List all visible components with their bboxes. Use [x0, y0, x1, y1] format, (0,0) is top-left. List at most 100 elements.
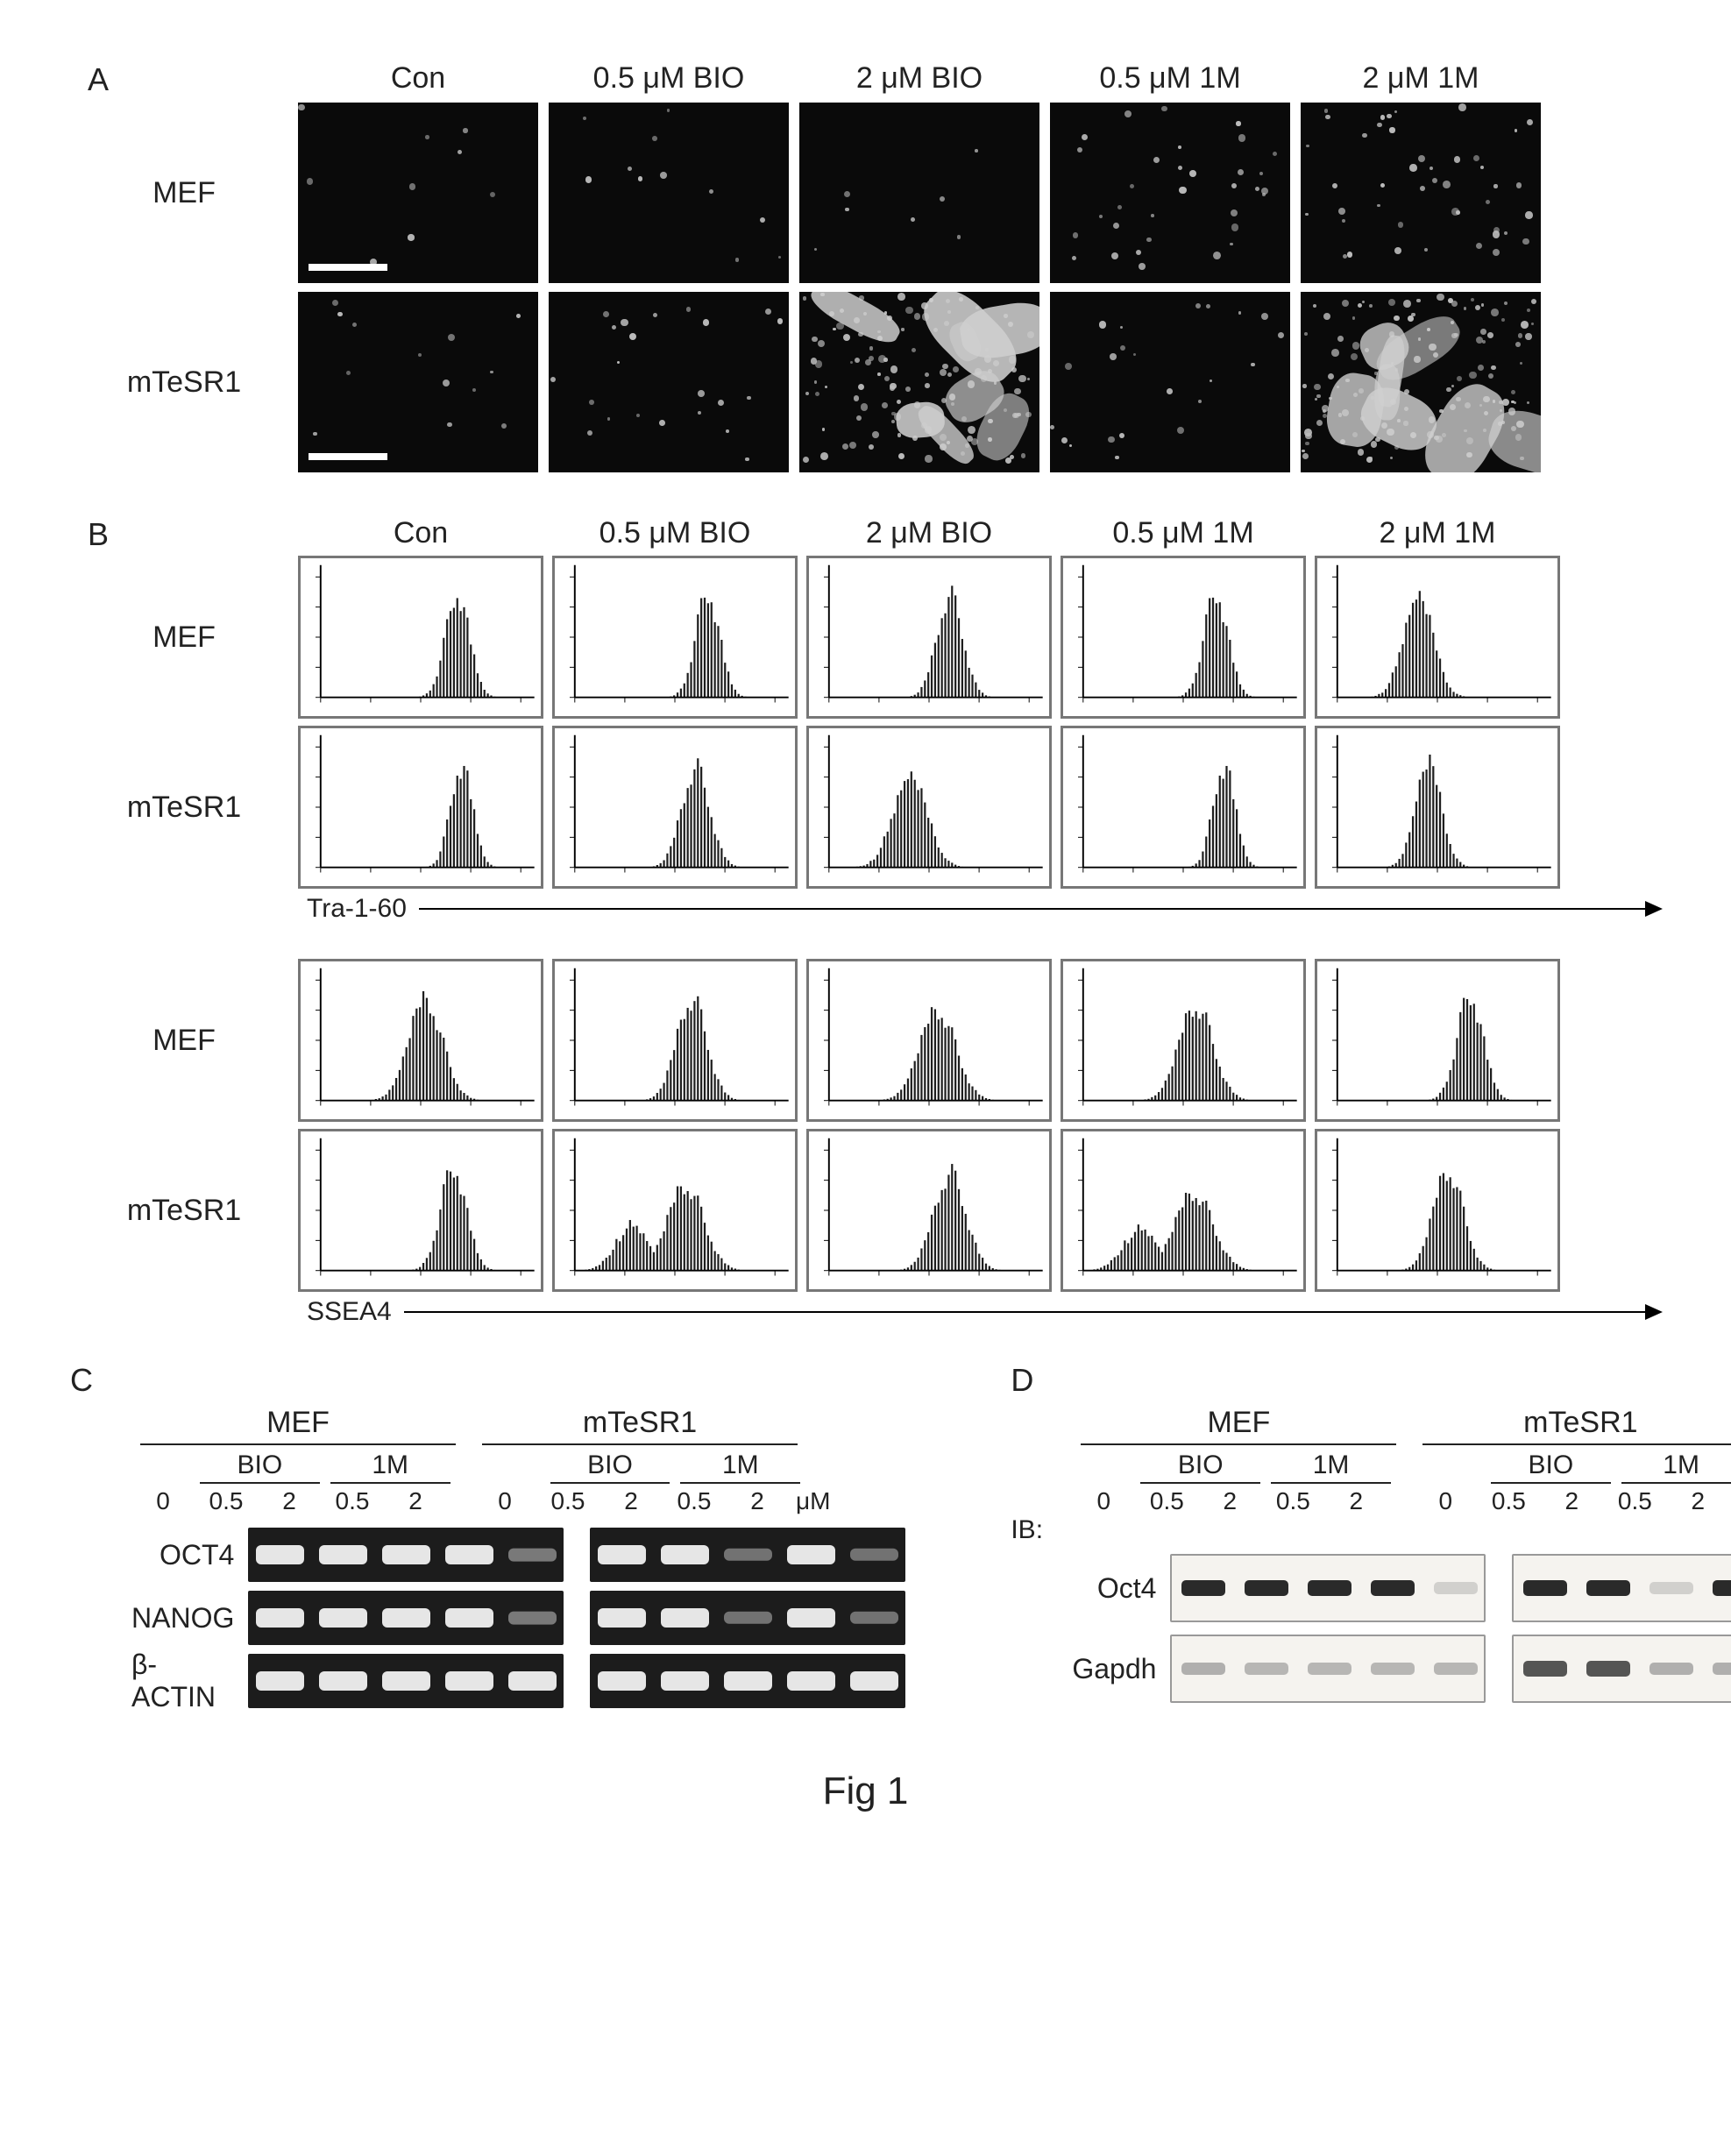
concentration-label: 0.5	[663, 1487, 726, 1515]
group-label: mTeSR1	[482, 1406, 798, 1445]
microscopy-cell	[298, 292, 538, 472]
concentration-label: 0	[1414, 1487, 1477, 1515]
gel-band	[508, 1612, 557, 1625]
group-label: MEF	[1081, 1406, 1396, 1445]
concentration-label: 0.5	[536, 1487, 599, 1515]
gel-band	[724, 1612, 772, 1624]
concentration-label: 2	[384, 1487, 447, 1515]
col-header: 0.5 μM BIO	[552, 516, 798, 550]
panel-c: C MEFmTeSR1BIO1MBIO1M00.520.5200.520.52μ…	[70, 1371, 905, 1708]
concentration-label: 0.5	[1261, 1487, 1324, 1515]
flow-histogram	[1061, 959, 1306, 1122]
concentration-label: 0.5	[321, 1487, 384, 1515]
blot-lane	[1512, 1554, 1731, 1622]
col-header: 0.5 μM BIO	[549, 61, 789, 96]
gel-band	[319, 1608, 367, 1628]
blot-band	[1434, 1663, 1478, 1675]
treatment-label: 1M	[1271, 1450, 1391, 1484]
gel-band	[319, 1671, 367, 1691]
microscopy-cell	[1050, 292, 1290, 472]
flow-histogram	[1315, 1129, 1560, 1292]
gel-band	[445, 1671, 493, 1691]
flow-histogram	[298, 1129, 543, 1292]
gel-band	[445, 1608, 493, 1628]
flow-histogram	[1061, 556, 1306, 719]
blot-band	[1308, 1580, 1351, 1596]
gel-band	[256, 1545, 304, 1564]
flow-histogram	[298, 726, 543, 889]
panel-a-grid: Con 0.5 μM BIO 2 μM BIO 0.5 μM 1M 2 μM 1…	[298, 61, 1661, 472]
concentration-label: 2	[1540, 1487, 1603, 1515]
blot-band	[1434, 1582, 1478, 1594]
blot-column	[1170, 1554, 1486, 1703]
panel-d-target-labels: Oct4 Gapdh	[1072, 1554, 1156, 1703]
scale-bar	[309, 453, 387, 460]
gel-band	[787, 1671, 835, 1691]
flow-histogram	[1315, 556, 1560, 719]
panel-cd-row: C MEFmTeSR1BIO1MBIO1M00.520.5200.520.52μ…	[70, 1371, 1661, 1708]
row-label: MEF	[70, 1024, 298, 1058]
gel-band	[445, 1545, 493, 1564]
panel-a-label: A	[88, 61, 109, 98]
flow-histogram	[806, 726, 1052, 889]
target-label: β-ACTIN	[131, 1654, 234, 1708]
concentration-label: 2	[1324, 1487, 1387, 1515]
microscopy-cell	[298, 103, 538, 283]
target-label: OCT4	[131, 1528, 234, 1582]
col-header: 0.5 μM 1M	[1050, 61, 1290, 96]
gel-band	[508, 1549, 557, 1562]
treatment-label: 1M	[680, 1450, 800, 1484]
gel-band	[661, 1545, 709, 1564]
flow-histogram	[298, 959, 543, 1122]
panel-b-block: Con 0.5 μM BIO 2 μM BIO 0.5 μM 1M 2 μM 1…	[298, 516, 1661, 1327]
concentration-label: 0.5	[195, 1487, 258, 1515]
blot-band	[1586, 1661, 1630, 1677]
blot-band	[1245, 1580, 1288, 1596]
panel-a-row: mTeSR1	[298, 292, 1661, 472]
blot-band	[1713, 1663, 1731, 1675]
microscopy-cell	[1050, 103, 1290, 283]
blot-band	[1523, 1661, 1567, 1677]
gel-band	[256, 1671, 304, 1691]
concentration-label: 0	[473, 1487, 536, 1515]
panel-b: B Con 0.5 μM BIO 2 μM BIO 0.5 μM 1M 2 μM…	[70, 516, 1661, 1327]
blot-band	[1713, 1580, 1731, 1596]
target-label: Oct4	[1072, 1554, 1156, 1622]
flow-histogram	[1061, 726, 1306, 889]
gel-band	[508, 1671, 557, 1691]
concentration-label: 2	[1198, 1487, 1261, 1515]
panel-c-label: C	[70, 1362, 93, 1399]
blot-column	[1512, 1554, 1731, 1703]
panel-c-inner: MEFmTeSR1BIO1MBIO1M00.520.5200.520.52μM …	[131, 1406, 905, 1708]
gel-band	[382, 1671, 430, 1691]
concentration-label: 0.5	[1603, 1487, 1666, 1515]
axis-arrow	[404, 1311, 1661, 1313]
blot-band	[1523, 1580, 1567, 1596]
blot-lane	[1170, 1554, 1486, 1622]
flow-histogram	[552, 556, 798, 719]
flow-histogram	[1315, 959, 1560, 1122]
panel-b-label: B	[88, 516, 109, 553]
blot-lane	[1512, 1635, 1731, 1703]
axis-label: SSEA4	[307, 1297, 392, 1327]
col-header: 2 μM 1M	[1315, 516, 1560, 550]
blot-band	[1649, 1582, 1693, 1594]
col-header: Con	[298, 61, 538, 96]
group-label: MEF	[140, 1406, 456, 1445]
panel-d: D MEFmTeSR1BIO1MBIO1M00.520.5200.520.52μ…	[1011, 1371, 1731, 1708]
gel-band	[850, 1671, 898, 1691]
flow-histogram	[298, 556, 543, 719]
panel-b-column-headers: Con 0.5 μM BIO 2 μM BIO 0.5 μM 1M 2 μM 1…	[298, 516, 1661, 550]
gel-lane	[248, 1591, 564, 1645]
row-label: MEF	[70, 621, 298, 655]
gel-band	[382, 1545, 430, 1564]
treatment-label: BIO	[550, 1450, 670, 1484]
gel-band	[598, 1671, 646, 1691]
axis-label: Tra-1-60	[307, 894, 407, 924]
flow-histogram	[552, 726, 798, 889]
blot-band	[1371, 1580, 1415, 1596]
panel-b-row: mTeSR1	[298, 726, 1661, 889]
panel-c-target-labels: OCT4 NANOG β-ACTIN	[131, 1528, 234, 1708]
treatment-label: 1M	[1621, 1450, 1731, 1484]
panel-a-row: MEF	[298, 103, 1661, 283]
